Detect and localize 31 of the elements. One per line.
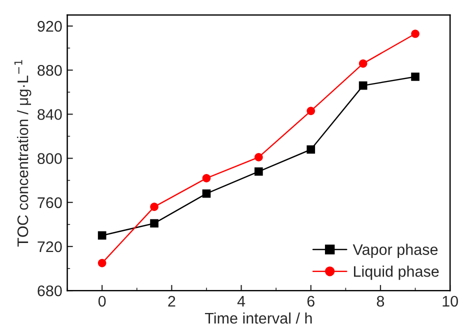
y-tick-label: 760 [38,197,62,208]
point [150,219,158,228]
point [254,167,263,176]
point [306,145,316,154]
y-axis-title: TOC concentration / μg·L$^{−1}$ [14,60,32,247]
x-tick-label: 4 [237,296,246,307]
x-tick-label: 6 [307,296,314,307]
x-tick-label: 0 [98,296,106,307]
legend-label: Liquid phase [354,266,439,280]
point [98,231,106,240]
point [202,189,211,198]
point [411,72,420,81]
x-axis-title: Time interval / h [204,312,312,324]
point [254,153,263,162]
point [98,258,106,268]
y-tick-label: 800 [38,153,62,164]
y-tick-label: 840 [38,109,62,120]
point [358,59,368,68]
point [306,106,316,116]
x-tick-label: 10 [442,296,458,307]
y-tick-label: 680 [38,285,62,296]
legend-label: Vapor phase [352,244,438,258]
x-tick-label: 2 [168,296,176,307]
point [202,174,211,182]
point [411,30,420,38]
x-tick-label: 8 [376,296,384,307]
y-tick-label: 720 [38,241,62,252]
y-tick-label: 880 [38,65,62,76]
point [150,202,158,211]
point [358,81,368,90]
y-tick-label: 920 [38,20,62,32]
